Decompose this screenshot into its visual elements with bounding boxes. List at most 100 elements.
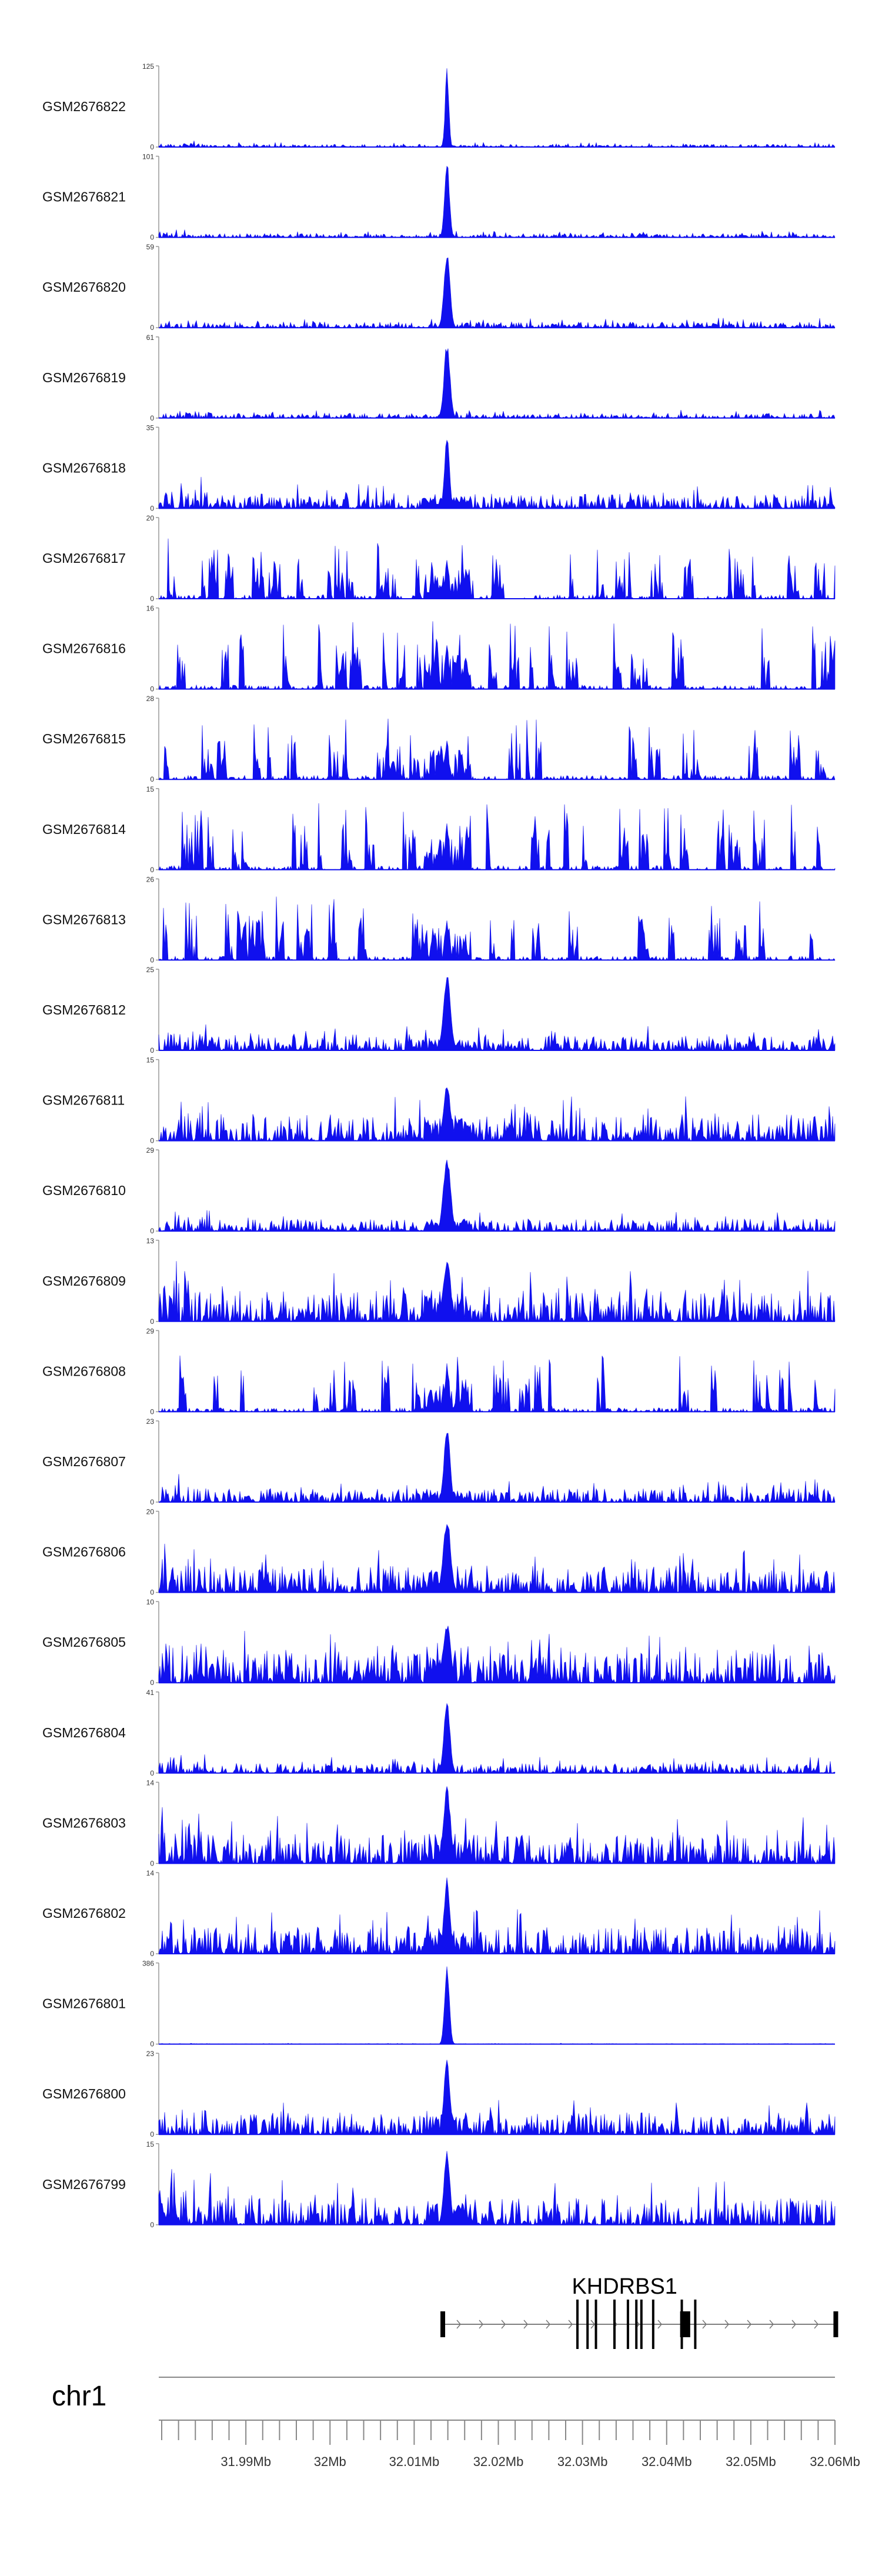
- track-label: GSM2676803: [42, 1815, 126, 1830]
- track-GSM2676816: GSM2676816 16 0: [42, 605, 836, 693]
- track-label: GSM2676799: [42, 2177, 126, 2192]
- track-GSM2676818: GSM2676818 35 0: [42, 423, 836, 512]
- track-GSM2676810: GSM2676810 29 0: [42, 1146, 836, 1235]
- track-ymax-label: 41: [146, 1689, 155, 1697]
- track-signal: [158, 977, 836, 1052]
- strand-arrow: [479, 2320, 484, 2329]
- axis-tick-label: 32.02Mb: [473, 2454, 524, 2469]
- strand-arrow: [657, 2320, 663, 2329]
- axis-tick-label: 32.04Mb: [642, 2454, 692, 2469]
- track-ymin-label: 0: [150, 956, 154, 964]
- track-ymax-label: 15: [146, 1056, 155, 1065]
- track-label: GSM2676802: [42, 1906, 126, 1921]
- track-GSM2676807: GSM2676807 23 0: [42, 1417, 836, 1506]
- axis-tick-labels: 31.99Mb 32Mb 32.01Mb 32.02Mb 32.03Mb 32.04Mb 3…: [220, 2454, 860, 2469]
- track-ymin-label: 0: [150, 414, 154, 422]
- track-GSM2676806: GSM2676806 20 0: [42, 1508, 836, 1597]
- axis-tick-label: 32.03Mb: [557, 2454, 608, 2469]
- gene-exon: [576, 2300, 579, 2349]
- track-ymax-label: 14: [146, 1778, 155, 1787]
- track-ymin-label: 0: [150, 2040, 154, 2048]
- track-ymax-label: 386: [142, 1960, 154, 1968]
- track-label: GSM2676820: [42, 279, 126, 295]
- strand-arrow: [724, 2320, 730, 2329]
- track-ymax-label: 20: [146, 514, 155, 522]
- track-ymin-label: 0: [150, 1046, 154, 1055]
- gene-exon: [594, 2300, 597, 2349]
- track-GSM2676801: GSM2676801 386 0: [42, 1960, 835, 2048]
- track-GSM2676820: GSM2676820 59 0: [42, 243, 836, 332]
- track-signal: [158, 1433, 836, 1503]
- track-ymax-label: 101: [142, 153, 154, 161]
- track-ymin-label: 0: [150, 233, 154, 242]
- track-ymin-label: 0: [150, 323, 154, 332]
- track-label: GSM2676812: [42, 1002, 126, 1017]
- track-signal: [158, 1160, 836, 1232]
- strand-arrow: [546, 2320, 551, 2329]
- track-ymin-label: 0: [150, 1137, 154, 1145]
- gene-exon: [635, 2300, 638, 2349]
- track-ymax-label: 15: [146, 2140, 155, 2148]
- track-GSM2676799: GSM2676799 15 0: [42, 2140, 836, 2229]
- axis-tick-label: 32.05Mb: [726, 2454, 776, 2469]
- track-label: GSM2676815: [42, 731, 126, 746]
- genome-axis: chr1 31.99Mb 32Mb 32.01Mb 32.02Mb 32.03Mb 32.…: [52, 2377, 860, 2469]
- gene-exon: [652, 2300, 654, 2349]
- gene-exon: [586, 2300, 589, 2349]
- track-label: GSM2676800: [42, 2086, 126, 2101]
- track-ymax-label: 29: [146, 1146, 155, 1154]
- track-ymin-label: 0: [150, 2221, 154, 2229]
- strand-arrow: [702, 2320, 707, 2329]
- track-label: GSM2676808: [42, 1363, 126, 1379]
- track-GSM2676805: GSM2676805 10 0: [42, 1598, 836, 1687]
- gene-coding-block: [680, 2311, 690, 2337]
- track-ymax-label: 26: [146, 875, 155, 883]
- track-ymin-label: 0: [150, 685, 154, 693]
- gene-exon: [440, 2311, 446, 2337]
- track-GSM2676814: GSM2676814 15 0: [42, 785, 836, 874]
- track-ymin-label: 0: [150, 504, 154, 512]
- track-signal: [158, 2060, 836, 2135]
- track-ymax-label: 25: [146, 966, 155, 974]
- track-GSM2676804: GSM2676804 41 0: [42, 1689, 836, 1777]
- track-signal: [159, 538, 836, 600]
- track-ymax-label: 29: [146, 1327, 155, 1335]
- track-GSM2676800: GSM2676800 23 0: [42, 2050, 836, 2138]
- track-ymax-label: 59: [146, 243, 155, 251]
- track-label: GSM2676821: [42, 189, 126, 205]
- track-ymax-label: 15: [146, 785, 155, 793]
- track-ymax-label: 10: [146, 1598, 155, 1606]
- track-label: GSM2676816: [42, 641, 126, 656]
- strand-arrow: [456, 2320, 462, 2329]
- strand-arrow: [747, 2320, 752, 2329]
- gene-exon: [626, 2300, 629, 2349]
- track-signal: [158, 1261, 836, 1322]
- track-ymin-label: 0: [150, 1589, 154, 1597]
- strand-arrow: [769, 2320, 774, 2329]
- gene-annotation-track: KHDRBS1: [440, 2274, 838, 2349]
- strand-arrow: [501, 2320, 506, 2329]
- strand-arrows: [456, 2320, 819, 2329]
- track-ymax-label: 28: [146, 695, 155, 703]
- signal-tracks: GSM2676822 125 0 GSM2676821 101 0 GSM2676820 59…: [42, 62, 836, 2229]
- track-ymin-label: 0: [150, 1859, 154, 1867]
- track-label: GSM2676814: [42, 822, 126, 837]
- track-label: GSM2676810: [42, 1183, 126, 1198]
- track-signal: [158, 2151, 836, 2225]
- track-label: GSM2676804: [42, 1725, 126, 1740]
- track-ymax-label: 23: [146, 2050, 155, 2058]
- track-ymin-label: 0: [150, 2130, 154, 2138]
- track-label: GSM2676807: [42, 1454, 126, 1469]
- track-ymin-label: 0: [150, 1407, 154, 1416]
- chromosome-label: chr1: [52, 2381, 106, 2412]
- track-ymin-label: 0: [150, 1679, 154, 1687]
- track-ymin-label: 0: [150, 1498, 154, 1506]
- track-label: GSM2676813: [42, 912, 126, 927]
- track-ymax-label: 61: [146, 333, 155, 342]
- track-label: GSM2676811: [42, 1093, 125, 1108]
- track-signal: [158, 1786, 836, 1864]
- gene-exon: [613, 2300, 616, 2349]
- strand-arrow: [523, 2320, 529, 2329]
- track-label: GSM2676818: [42, 460, 126, 475]
